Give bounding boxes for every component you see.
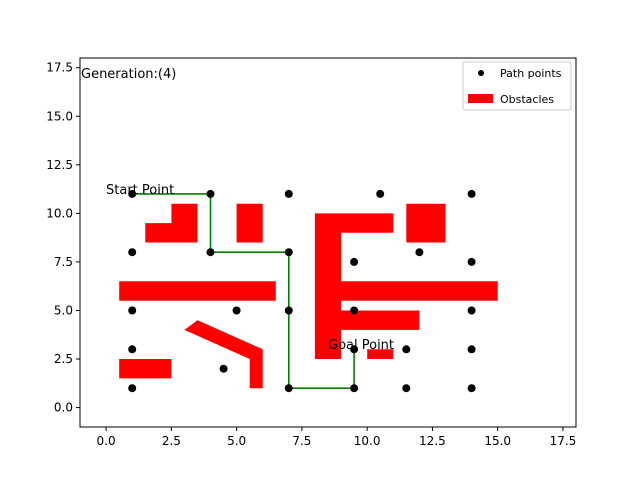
path-point-25 xyxy=(402,384,411,393)
x-tick-label: 10.0 xyxy=(354,434,381,448)
obstacle-9 xyxy=(367,349,394,359)
obstacle-5 xyxy=(119,281,276,301)
path-point-15 xyxy=(350,306,359,315)
obstacle-6 xyxy=(184,320,263,359)
x-tick-label: 0.0 xyxy=(97,434,116,448)
y-tick-label: 7.5 xyxy=(54,255,73,269)
obstacle-8 xyxy=(119,359,172,379)
legend-obstacles-swatch xyxy=(468,94,493,103)
path-point-7 xyxy=(206,248,215,257)
legend-path-points-label: Path points xyxy=(500,67,562,80)
start-point-annotation: Start Point xyxy=(106,183,174,198)
x-tick-label: 5.0 xyxy=(227,434,246,448)
obstacle-4 xyxy=(406,203,446,243)
path-points-layer xyxy=(128,189,476,393)
x-tick-label: 2.5 xyxy=(162,434,181,448)
path-point-6 xyxy=(128,248,137,257)
x-axis: 0.0 2.5 5.0 7.5 10.0 12.5 15.0 17.5 xyxy=(97,427,577,448)
y-axis: 0.0 2.5 5.0 7.5 10.0 12.5 15.0 17.5 xyxy=(46,61,80,415)
path-point-16 xyxy=(467,306,476,315)
path-point-17 xyxy=(128,345,137,354)
y-tick-label: 10.0 xyxy=(46,206,73,220)
path-point-22 xyxy=(128,384,137,393)
x-tick-label: 12.5 xyxy=(419,434,446,448)
obstacle-3 xyxy=(314,213,498,359)
path-point-5 xyxy=(467,189,476,198)
path-point-4 xyxy=(376,189,385,198)
path-point-10 xyxy=(415,248,424,257)
obstacle-2 xyxy=(236,203,263,243)
x-tick-label: 17.5 xyxy=(550,434,577,448)
path-point-2 xyxy=(206,189,215,198)
path-point-13 xyxy=(232,306,241,315)
legend: Path points Obstacles xyxy=(462,61,572,111)
y-tick-label: 12.5 xyxy=(46,158,73,172)
x-tick-label: 7.5 xyxy=(292,434,311,448)
path-point-14 xyxy=(284,306,293,315)
path-point-12 xyxy=(128,306,137,315)
y-tick-label: 5.0 xyxy=(54,303,73,317)
path-point-20 xyxy=(402,345,411,354)
path-point-21 xyxy=(467,345,476,354)
path-point-19 xyxy=(350,345,359,354)
goal-point-annotation: Goal Point xyxy=(328,338,394,353)
plot-frame xyxy=(79,57,577,428)
x-tick-label: 15.0 xyxy=(484,434,511,448)
path-point-9 xyxy=(350,257,359,266)
path-point-3 xyxy=(284,189,293,198)
obstacle-7 xyxy=(249,349,263,389)
path-point-1 xyxy=(128,189,137,198)
path-point-11 xyxy=(467,257,476,266)
obstacles-layer xyxy=(119,203,498,389)
path-point-23 xyxy=(284,384,293,393)
y-tick-label: 2.5 xyxy=(54,352,73,366)
path-point-24 xyxy=(350,384,359,393)
path-point-8 xyxy=(284,248,293,257)
y-tick-label: 15.0 xyxy=(46,109,73,123)
obstacle-1 xyxy=(145,203,198,243)
legend-obstacles-label: Obstacles xyxy=(500,93,554,106)
legend-path-points-marker xyxy=(478,70,484,76)
path-point-18 xyxy=(219,364,228,373)
y-tick-label: 0.0 xyxy=(54,401,73,415)
path-point-26 xyxy=(467,384,476,393)
generation-annotation: Generation:(4) xyxy=(81,67,176,82)
y-tick-label: 17.5 xyxy=(46,61,73,75)
